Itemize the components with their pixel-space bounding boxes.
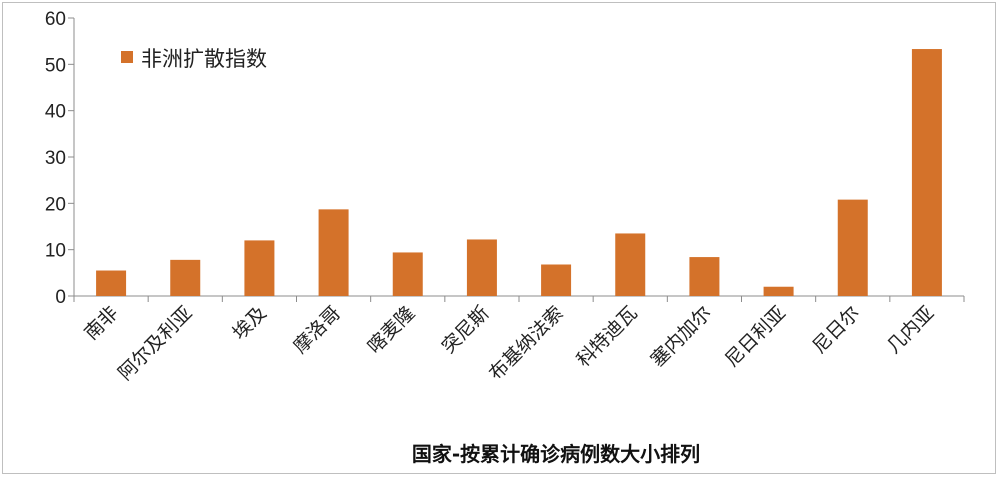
x-tick-label: 摩洛哥 <box>289 302 345 358</box>
x-tick-label: 尼日尔 <box>808 302 864 358</box>
x-axis-title: 国家-按累计确诊病例数大小排列 <box>412 442 700 466</box>
bar <box>615 233 646 296</box>
bar <box>96 270 127 296</box>
bar <box>541 264 572 296</box>
x-tick-label: 南非 <box>80 302 122 344</box>
x-tick-label: 几内亚 <box>883 302 939 358</box>
bar <box>318 209 349 296</box>
legend-swatch <box>121 51 133 63</box>
y-tick-label: 30 <box>45 148 66 169</box>
x-tick-label: 尼日利亚 <box>721 302 790 371</box>
bar <box>837 199 868 296</box>
bar <box>466 239 497 296</box>
x-tick-label: 突尼斯 <box>438 302 494 358</box>
y-tick-label: 20 <box>45 194 66 215</box>
legend: 非洲扩散指数 <box>121 47 267 71</box>
y-tick-label: 10 <box>45 241 66 262</box>
bar <box>763 286 794 296</box>
x-tick-label: 埃及 <box>229 302 271 344</box>
x-tick-label: 阿尔及利亚 <box>114 302 197 385</box>
y-tick-label: 60 <box>45 9 66 30</box>
bar <box>911 49 942 296</box>
bar <box>392 252 423 296</box>
legend-label: 非洲扩散指数 <box>141 47 267 71</box>
x-tick-label: 塞内加尔 <box>647 302 716 371</box>
y-tick-label: 50 <box>45 55 66 76</box>
x-tick-label: 喀麦隆 <box>363 302 419 358</box>
bar <box>689 257 720 296</box>
x-tick-label: 科特迪瓦 <box>572 302 641 371</box>
bar <box>244 240 275 296</box>
y-tick-label: 0 <box>55 287 66 308</box>
y-axis: 0 10 20 30 40 50 60 <box>45 9 75 308</box>
bar <box>170 259 201 296</box>
y-tick-label: 40 <box>45 102 66 123</box>
bar-series <box>96 49 942 296</box>
x-tick-label: 布基纳法索 <box>485 302 568 385</box>
